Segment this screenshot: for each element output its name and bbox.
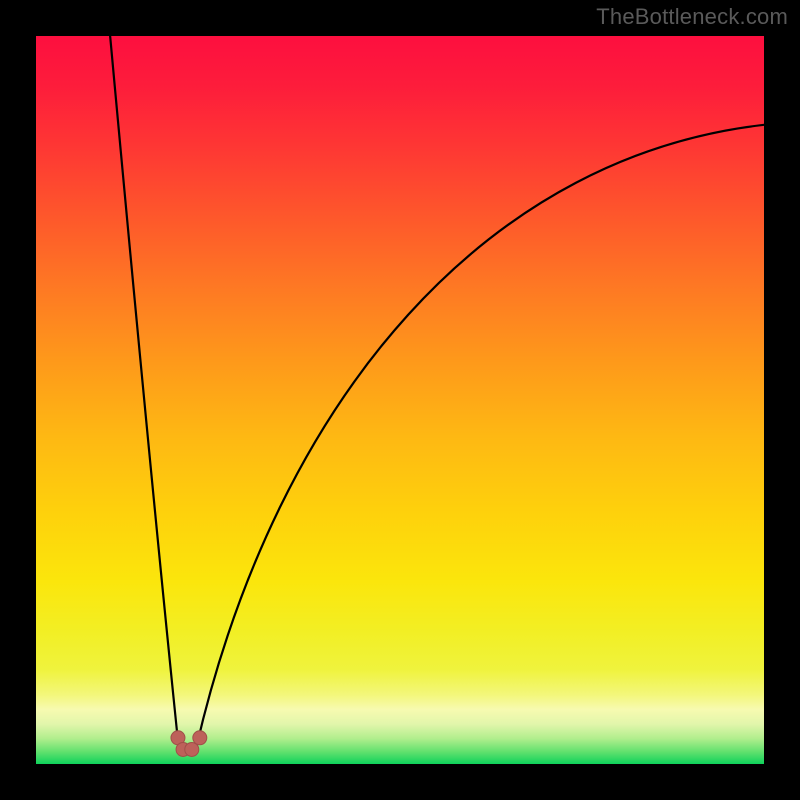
chart-svg: [36, 36, 764, 764]
plot-area: [36, 36, 764, 764]
watermark-text: TheBottleneck.com: [596, 4, 788, 30]
chart-container: TheBottleneck.com: [0, 0, 800, 800]
minimum-marker: [193, 731, 207, 745]
